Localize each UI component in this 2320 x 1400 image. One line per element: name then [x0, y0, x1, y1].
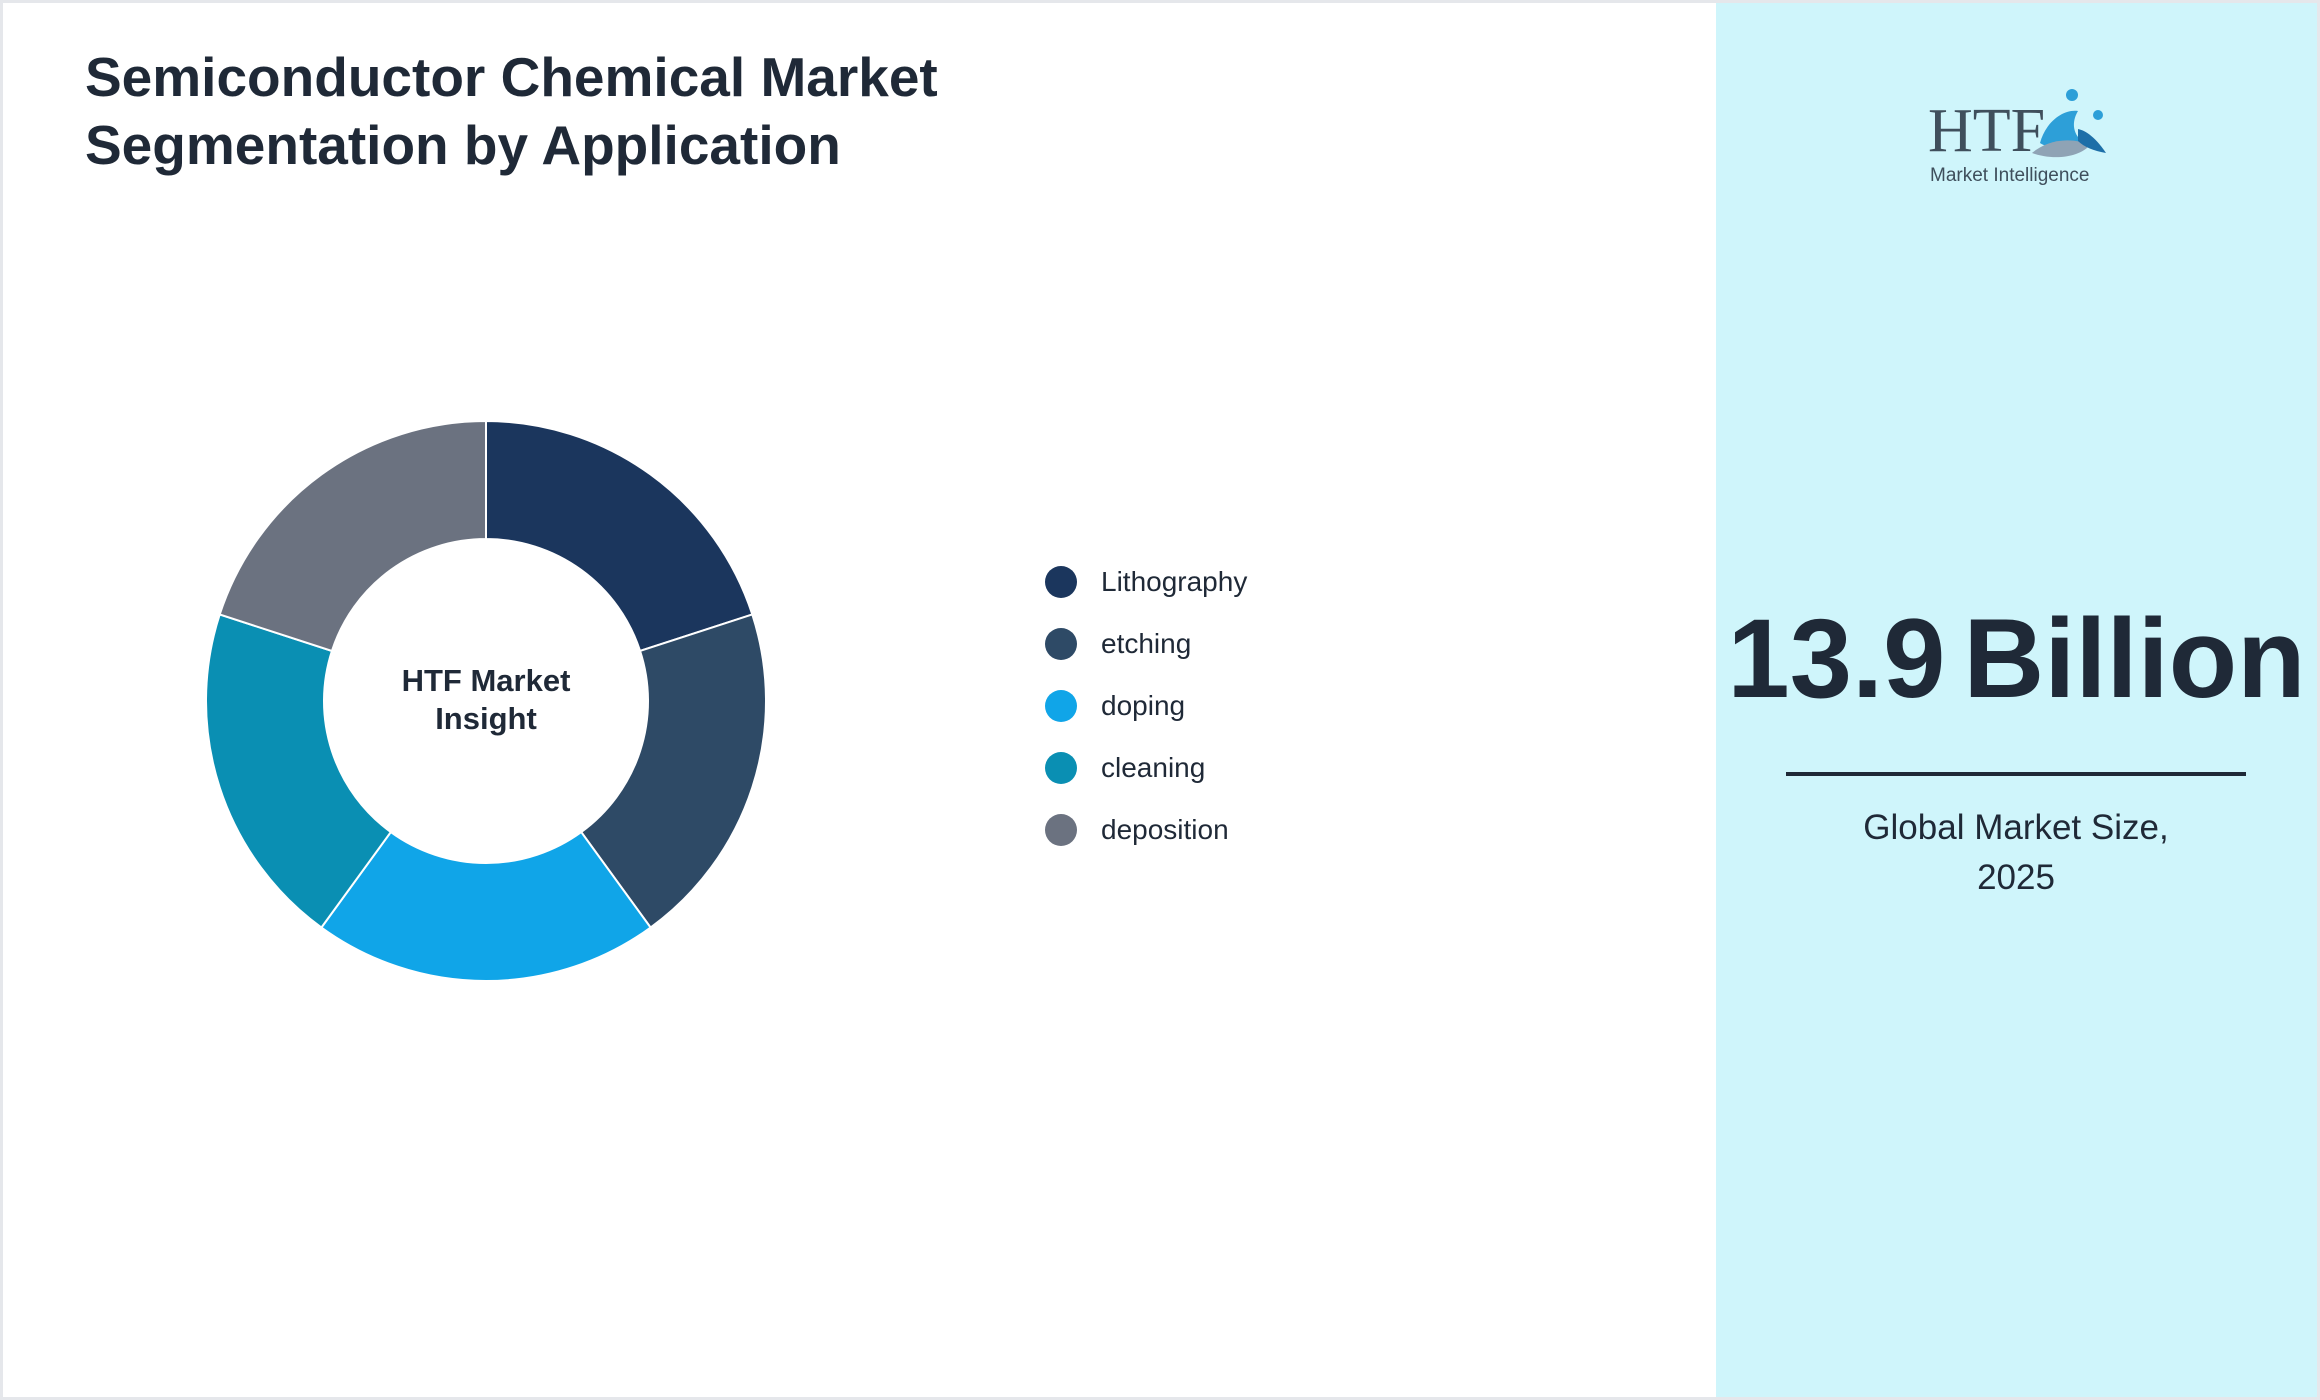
legend-item-deposition: deposition [1045, 799, 1247, 861]
donut-slice-etching [579, 613, 767, 929]
legend-label: etching [1101, 628, 1192, 659]
logo-figure-icon [2032, 89, 2106, 158]
summary-divider [1786, 772, 2246, 776]
donut-chart: HTF Market Insight [205, 419, 767, 983]
donut-slice-lithography [485, 419, 754, 653]
logo-letters: HTF [1928, 97, 2045, 165]
legend-label: cleaning [1101, 752, 1206, 783]
center-label-line: Insight [435, 701, 537, 736]
donut-slices [205, 419, 767, 983]
legend-item-doping: doping [1045, 675, 1247, 737]
donut-slice-doping [320, 830, 652, 983]
legend-item-lithography: Lithography [1045, 551, 1247, 613]
chart-legend: Lithography etching doping cleaning depositi… [1045, 551, 1247, 861]
legend-swatch [1045, 814, 1077, 846]
donut-slice-cleaning [205, 613, 393, 929]
legend-swatch [1045, 752, 1077, 784]
donut-center-label: HTF Market Insight [402, 663, 571, 736]
legend-swatch [1045, 628, 1077, 660]
logo-subtext: Market Intelligence [1930, 165, 2089, 186]
summary-panel: HTF Market Intelligence 13.9 Billion Glob… [1716, 3, 2317, 1397]
market-size-value: 13.9 Billion [1716, 591, 2317, 727]
chart-title: Semiconductor Chemical Market Segmentati… [85, 46, 938, 176]
market-size-caption: Global Market Size, 2025 [1816, 803, 2216, 903]
donut-slice-deposition [218, 419, 487, 653]
caption-line-2: 2025 [1977, 858, 2055, 897]
legend-label: deposition [1101, 814, 1229, 845]
htf-logo: HTF Market Intelligence [1928, 89, 2106, 186]
chart-panel: Semiconductor Chemical Market Segmentati… [3, 3, 1716, 1397]
market-size-unit: Billion [1963, 596, 2306, 721]
legend-swatch [1045, 690, 1077, 722]
legend-label: doping [1101, 690, 1186, 721]
center-label-line: HTF Market [402, 663, 571, 698]
legend-label: Lithography [1101, 566, 1248, 597]
market-size-number: 13.9 [1727, 596, 1946, 721]
legend-item-cleaning: cleaning [1045, 737, 1247, 799]
legend-item-etching: etching [1045, 613, 1247, 675]
caption-line-1: Global Market Size, [1863, 808, 2169, 847]
legend-swatch [1045, 566, 1077, 598]
